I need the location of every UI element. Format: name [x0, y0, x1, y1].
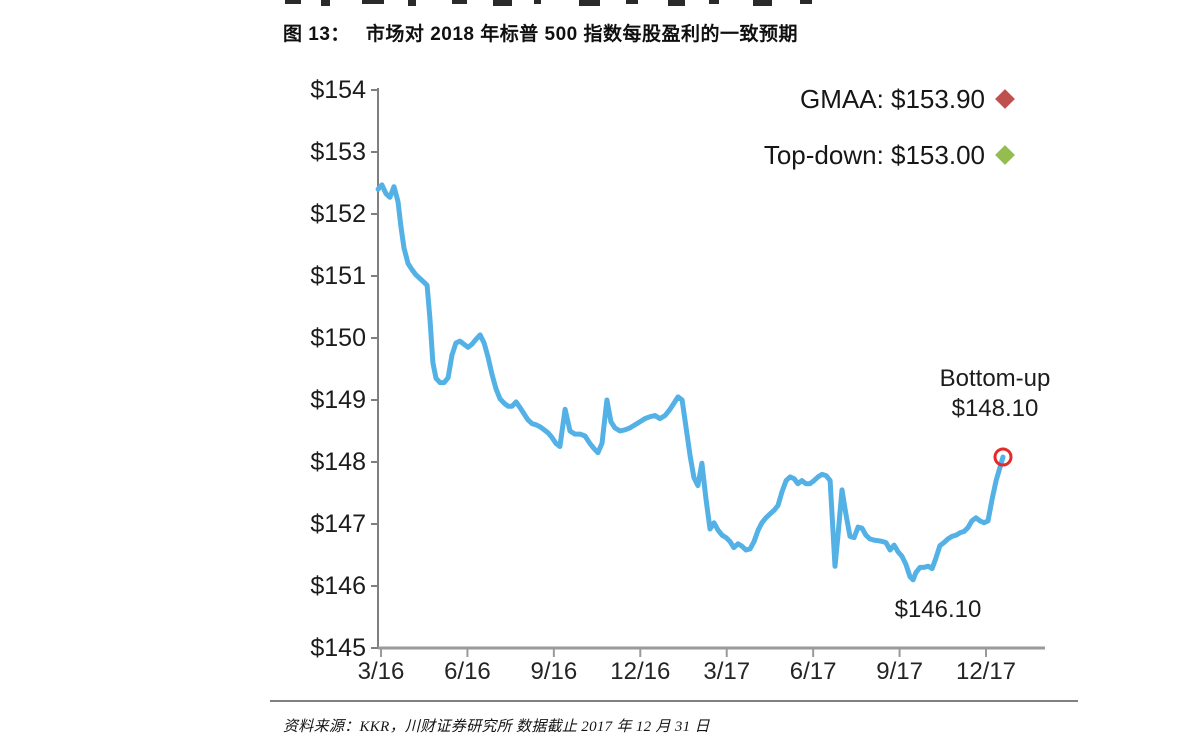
y-tick-label: $150: [310, 324, 366, 352]
y-tick-label: $151: [310, 262, 366, 290]
y-tick-label: $149: [310, 386, 366, 414]
x-tick-label: 12/16: [610, 658, 671, 685]
y-tick-label: $154: [310, 76, 366, 104]
y-tick-label: $148: [310, 448, 366, 476]
legend-topdown-label: Top-down: $153.00: [763, 139, 985, 170]
figure-title-text: 市场对 2018 年标普 500 指数每股盈利的一致预期: [365, 24, 799, 45]
annotation-bottom-up: Bottom-up $148.10: [900, 364, 1090, 424]
figure-number-label: 图 13：: [283, 24, 350, 45]
y-tick-label: $153: [310, 138, 366, 166]
cropped-text-fragments: [285, 0, 905, 8]
y-tick-label: $145: [310, 634, 366, 662]
source-note: 资料来源：KKR，川财证券研究所 数据截止 2017 年 12 月 31 日: [283, 719, 710, 735]
annotation-bottom-up-value: $148.10: [951, 395, 1039, 422]
y-tick-label: $152: [310, 200, 366, 228]
y-tick-label: $147: [310, 510, 366, 538]
figure-title: 图 13： 市场对 2018 年标普 500 指数每股盈利的一致预期: [283, 19, 1083, 46]
legend-item-gmaa: GMAA: $153.90: [800, 83, 1015, 114]
topdown-diamond-icon: [995, 145, 1015, 165]
footer-rule: [270, 700, 1078, 702]
annotation-bottom-up-title: Bottom-up: [939, 365, 1051, 392]
x-tick-label: 3/17: [703, 658, 751, 685]
x-tick-label: 6/17: [789, 658, 837, 685]
title-top-rule: [270, 13, 1078, 15]
x-tick-label: 3/16: [357, 658, 405, 685]
y-tick-label: $146: [310, 572, 366, 600]
title-accent-rule: [270, 44, 1078, 46]
x-tick-label: 12/17: [955, 658, 1017, 685]
gmaa-diamond-icon: [995, 89, 1015, 109]
x-tick-label: 9/16: [530, 658, 578, 685]
x-tick-label: 9/17: [876, 658, 923, 685]
annotation-minimum-value: $146.10: [894, 596, 982, 623]
legend-item-topdown: Top-down: $153.00: [763, 139, 1015, 170]
x-tick-label: 6/16: [444, 658, 491, 685]
legend-gmaa-label: GMAA: $153.90: [800, 83, 985, 114]
